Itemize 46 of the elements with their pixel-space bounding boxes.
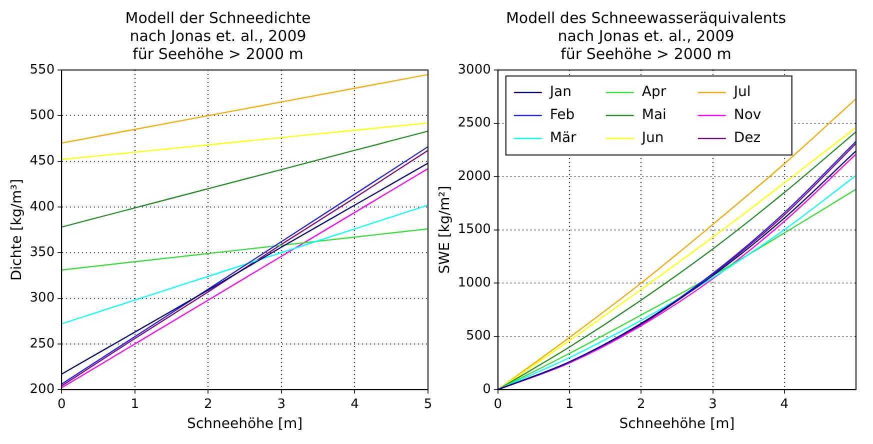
- line-series: [62, 122, 428, 160]
- y-tick-label: 200: [30, 382, 55, 397]
- x-tick-label: 1: [565, 396, 574, 412]
- y-axis-title: Dichte [kg/m³]: [9, 178, 26, 281]
- line-series: [62, 130, 428, 228]
- y-tick-label: 400: [30, 199, 55, 214]
- legend-label: Jun: [640, 130, 664, 146]
- y-tick-label: 1000: [458, 275, 491, 290]
- y-tick-label: 3000: [458, 62, 491, 78]
- x-axis-title: Schneehöhe [m]: [187, 416, 303, 432]
- legend-label: Jan: [548, 84, 572, 100]
- x-tick-label: 3: [708, 396, 717, 412]
- x-tick-label: 5: [424, 396, 432, 412]
- legend-label: Apr: [642, 84, 666, 100]
- y-tick-label: 450: [30, 154, 55, 169]
- x-tick-label: 2: [204, 396, 212, 412]
- legend-label: Jul: [732, 84, 751, 100]
- chart-title: Modell des Schneewasseräquivalents nach Jonas et. al., 2009 für Seehöhe > 2000 m: [506, 8, 786, 63]
- x-tick-label: 0: [57, 396, 66, 412]
- line-series: [62, 204, 428, 324]
- y-tick-label: 2000: [458, 168, 491, 184]
- y-tick-label: 2500: [458, 116, 491, 131]
- y-axis-title: SWE [kg/m²]: [437, 186, 454, 274]
- x-tick-label: 4: [780, 396, 789, 412]
- x-tick-label: 3: [277, 396, 286, 412]
- y-tick-label: 300: [30, 290, 55, 306]
- legend-label: Nov: [734, 107, 762, 124]
- x-tick-label: 4: [350, 396, 359, 412]
- chart-title: Modell der Schneedichte nach Jonas et. al., 2009 für Seehöhe > 2000 m: [125, 8, 311, 63]
- x-tick-label: 1: [130, 396, 140, 412]
- legend-label: Mai: [642, 107, 666, 124]
- line-series: [62, 228, 428, 271]
- line-series: [62, 74, 428, 144]
- legend-label: Feb: [550, 107, 575, 124]
- y-tick-label: 550: [30, 62, 55, 78]
- y-tick-label: 250: [30, 336, 55, 352]
- legend-label: Dez: [734, 130, 761, 146]
- y-tick-label: 0: [482, 382, 491, 397]
- x-tick-label: 2: [636, 396, 646, 412]
- x-axis-title: Schneehöhe [m]: [619, 416, 735, 432]
- y-tick-label: 500: [466, 328, 491, 344]
- x-tick-label: 0: [494, 396, 502, 412]
- y-tick-label: 500: [30, 108, 55, 124]
- y-tick-label: 1500: [458, 222, 491, 238]
- y-tick-label: 350: [30, 245, 55, 260]
- legend-label: Mär: [550, 130, 577, 146]
